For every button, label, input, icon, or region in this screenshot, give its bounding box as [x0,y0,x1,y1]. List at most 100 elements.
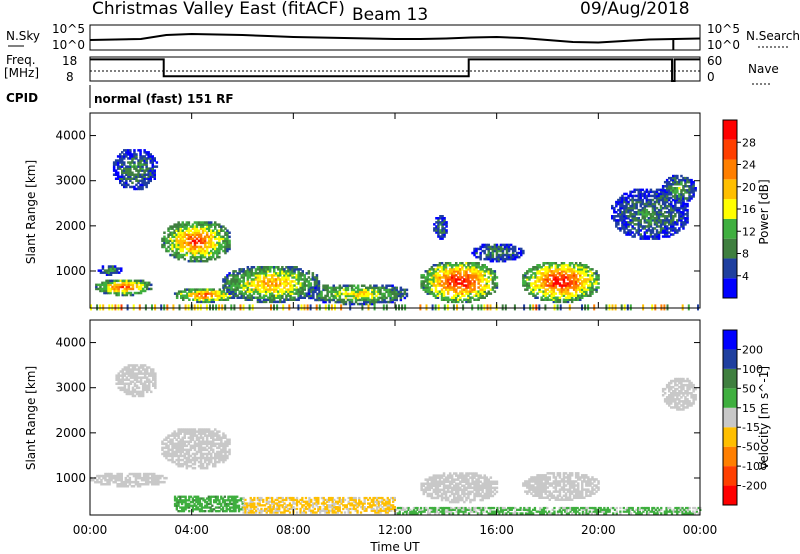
power-cell [674,213,677,216]
power-cell [453,294,456,297]
power-cell [452,304,455,311]
velocity-cell [173,452,176,456]
power-cell [443,217,446,220]
power-cell [639,208,642,212]
power-cell [125,173,128,176]
power-cell [528,282,531,285]
power-cell [655,225,659,228]
power-cell [507,243,511,247]
power-cell [653,194,657,198]
power-cell [281,278,284,281]
power-cell [179,229,182,232]
power-cell [587,304,590,311]
velocity-cell [224,434,227,437]
power-cell [149,155,152,158]
power-cell [393,290,396,294]
power-cell [570,276,574,279]
power-cell [250,270,254,273]
power-cell [177,225,180,228]
power-cell [179,243,182,247]
power-cell [129,167,132,170]
power-cell [459,268,462,271]
power-cell [360,292,364,296]
power-cell [358,298,362,302]
velocity-cell [135,364,139,367]
velocity-cell [108,472,111,476]
power-cell [577,286,580,289]
power-cell [183,245,186,249]
velocity-cell [226,450,229,454]
power-cell [121,183,124,187]
power-cell [432,274,436,277]
power-cell [244,284,247,287]
power-cell [680,206,683,210]
power-cell [141,175,144,178]
power-cell [637,190,640,194]
power-cell [530,270,533,273]
power-cell [581,296,584,299]
power-cell [377,290,380,294]
velocity-cell [461,488,464,492]
velocity-cell [222,436,225,439]
power-cell [218,243,221,247]
velocity-cell [171,460,174,464]
power-cell [389,292,392,296]
velocity-cell [434,474,438,477]
velocity-cell [148,380,151,383]
power-cell [224,227,227,230]
power-cell [212,223,215,226]
power-cell [358,302,362,306]
power-cell [686,176,689,180]
power-cell [205,241,209,245]
power-cell [389,296,392,300]
velocity-cell [201,438,205,441]
power-cell [365,300,368,304]
power-cell [199,227,203,230]
power-cell [455,284,458,287]
power-cell [568,262,572,265]
power-cell [583,266,586,269]
power-cell [548,268,551,271]
power-cell [682,211,685,214]
power-cell [554,282,558,285]
velocity-cell [195,430,199,433]
power-cell [303,296,306,299]
power-cell [437,221,440,224]
power-cell [210,292,213,295]
power-cell [224,247,227,251]
power-cell [403,292,407,296]
power-cell [495,259,499,263]
power-cell [120,304,123,311]
power-cell [479,272,482,275]
power-cell [365,286,368,290]
power-cell [633,194,636,198]
power-cell [532,268,535,271]
velocity-cell [228,450,231,454]
power-cell [244,272,247,275]
power-cell [684,217,687,220]
velocity-cell [467,478,470,481]
power-cell [303,288,306,291]
power-cell [273,304,275,311]
power-cell [248,276,252,279]
power-cell [544,268,547,271]
power-cell [199,225,203,228]
power-cell [369,284,372,287]
velocity-cell [434,478,438,481]
power-cell [220,296,224,299]
velocity-cell [169,440,172,443]
power-cell [479,253,482,257]
power-cell [546,270,549,273]
power-cell [637,200,640,204]
power-cell [424,286,427,289]
power-cell [435,231,438,234]
power-cell [193,247,197,251]
power-cell [401,294,405,298]
power-cell [513,245,517,249]
power-cell [574,284,578,287]
power-cell [477,292,480,295]
power-cell [558,284,562,287]
power-cell [663,189,667,192]
power-cell [201,247,205,251]
velocity-cell [148,374,151,377]
